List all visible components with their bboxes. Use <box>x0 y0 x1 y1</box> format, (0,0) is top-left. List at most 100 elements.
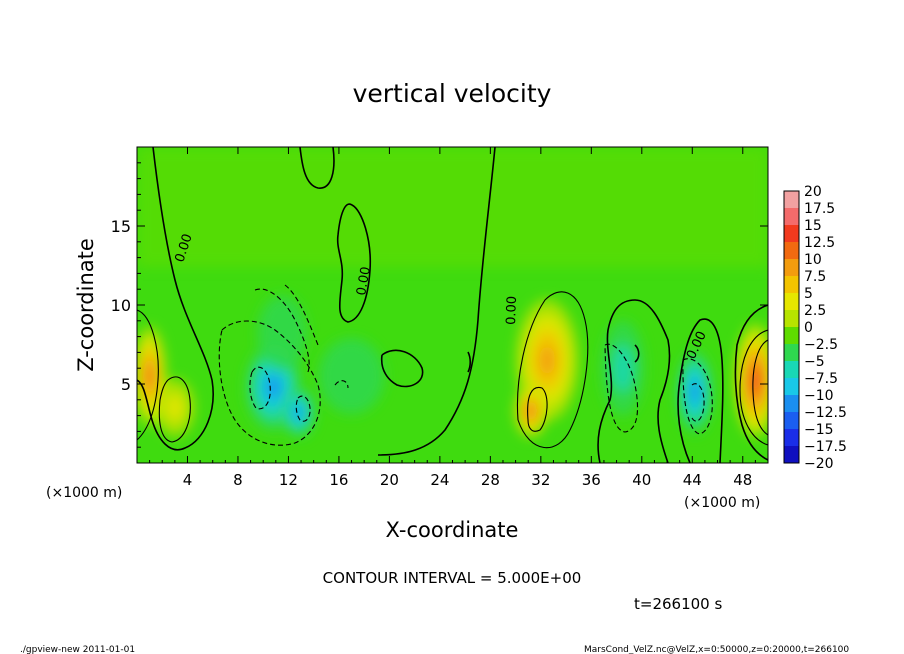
colorbar-label-11: −7.5 <box>804 371 838 387</box>
contour-interval: CONTOUR INTERVAL = 5.000E+00 <box>323 569 582 587</box>
contour-label-3: 0.00 <box>504 296 520 325</box>
x-tick-label-48: 48 <box>733 471 752 489</box>
field-feature-1-level-1 <box>165 393 185 422</box>
field-feature-4-level-0 <box>257 295 307 372</box>
colorbar-label-5: 7.5 <box>804 269 826 285</box>
x-tick-label-28: 28 <box>481 471 500 489</box>
colorbar-label-2: 15 <box>804 218 822 234</box>
contour-neg-outer <box>218 320 321 446</box>
colorbar-band-7 <box>784 310 799 328</box>
colorbar-label-13: −12.5 <box>804 405 847 421</box>
colorbar-label-12: −10 <box>804 388 834 404</box>
x-unit-right: (×1000 m) <box>684 495 760 511</box>
colorbar-band-2 <box>784 225 799 243</box>
colorbar-band-13 <box>784 412 799 430</box>
contour-pos-center-outer <box>516 291 589 449</box>
colorbar-label-14: −15 <box>804 422 834 438</box>
contour-pos-center-inner <box>527 386 548 432</box>
contour-neg-right-c <box>691 383 705 422</box>
colorbar-band-8 <box>784 327 799 345</box>
y-tick-label-5: 5 <box>121 375 131 394</box>
contour-zero-small-1 <box>467 351 472 373</box>
x-tick-label-24: 24 <box>430 471 449 489</box>
contour-pos-right-outer <box>739 329 768 446</box>
colorbar-band-9 <box>784 344 799 362</box>
contour-zero-center <box>377 147 496 456</box>
x-tick-label-12: 12 <box>279 471 298 489</box>
y-axis-label: Z-coordinate <box>74 238 98 372</box>
contour-zero-left <box>137 147 214 451</box>
field-feature-8-level-1 <box>612 344 634 392</box>
footer-right: MarsCond_VelZ.nc@VelZ,x=0:50000,z=0:2000… <box>584 645 849 654</box>
x-tick-label-4: 4 <box>183 471 193 489</box>
upper-field <box>137 147 768 267</box>
colorbar-band-0 <box>784 191 799 209</box>
x-tick-label-44: 44 <box>683 471 702 489</box>
colorbar-band-5 <box>784 276 799 294</box>
contour-neg-mid <box>334 380 349 389</box>
field-feature-5-level-0 <box>318 338 385 415</box>
colorbar-band-6 <box>784 293 799 311</box>
y-tick-label-15: 15 <box>111 217 131 236</box>
colorbar-band-15 <box>784 446 799 464</box>
colorbar-label-0: 20 <box>804 184 822 200</box>
x-tick-label-16: 16 <box>329 471 348 489</box>
field-feature-6-level-3 <box>539 345 555 376</box>
colorbar-label-8: 0 <box>804 320 813 336</box>
colorbar-band-4 <box>784 259 799 277</box>
colorbar-frame <box>783 190 800 464</box>
zero-contours <box>137 147 768 463</box>
x-tick-label-8: 8 <box>233 471 243 489</box>
contour-label-2: 0.00 <box>354 266 374 297</box>
x-tick-label-40: 40 <box>632 471 651 489</box>
x-axis-label: X-coordinate <box>386 518 519 542</box>
contour-zero-lens <box>380 349 424 388</box>
contour-neg-inner-b <box>295 395 311 422</box>
contour-zero-right-c <box>734 304 768 461</box>
colorbar-label-15: −17.5 <box>804 439 847 455</box>
positive-contours <box>137 291 768 449</box>
contour-zero-small-2 <box>634 344 640 363</box>
colorbar-label-4: 10 <box>804 252 822 268</box>
x-unit-left: (×1000 m) <box>46 485 122 501</box>
contour-neg-upper <box>254 288 310 373</box>
colorbar-label-10: −5 <box>804 354 825 370</box>
field-feature-9-level-3 <box>690 381 700 403</box>
colorbar: 2017.51512.5107.552.50−2.5−5−7.5−10−12.5… <box>783 184 847 472</box>
contour-pos-right-inner <box>752 339 768 436</box>
contour-pos-left-small <box>158 376 191 443</box>
field-feature-2-level-3 <box>266 376 281 399</box>
contour-zero-right-b <box>677 318 724 463</box>
x-tick-label-36: 36 <box>582 471 601 489</box>
colorbar-band-1 <box>784 208 799 226</box>
footer-left: ./gpview-new 2011-01-01 <box>20 645 135 654</box>
x-tick-label-32: 32 <box>531 471 550 489</box>
contour-zero-top-island <box>299 147 335 189</box>
timestamp: t=266100 s <box>634 595 722 613</box>
colorbar-band-14 <box>784 429 799 447</box>
contour-zero-island <box>336 203 372 323</box>
chart-title: vertical velocity <box>353 79 552 108</box>
field-feature-7-level-4 <box>527 405 535 417</box>
colorbar-band-3 <box>784 242 799 260</box>
colorbar-band-10 <box>784 361 799 379</box>
colorbar-label-3: 12.5 <box>804 235 835 251</box>
y-axis: 5 10 15 <box>111 162 768 448</box>
field-feature-0-level-4 <box>146 366 153 386</box>
contour-neg-right-b <box>682 358 713 435</box>
colorbar-label-9: −2.5 <box>804 337 838 353</box>
colorbar-label-7: 2.5 <box>804 303 826 319</box>
contour-neg-right-a <box>604 343 639 433</box>
contour-neg-inner-a <box>249 366 271 410</box>
colorbar-label-16: −20 <box>804 456 834 472</box>
colorbar-label-1: 17.5 <box>804 201 835 217</box>
plot-area: 0.00 0.00 0.00 0.00 <box>137 147 768 463</box>
colorbar-label-6: 5 <box>804 286 813 302</box>
negative-contours <box>218 284 713 446</box>
contour-pos-left <box>137 309 159 441</box>
contour-neg-upper2 <box>284 284 319 346</box>
contour-zero-right-a <box>597 299 671 463</box>
colorbar-band-12 <box>784 395 799 413</box>
x-tick-label-20: 20 <box>380 471 399 489</box>
